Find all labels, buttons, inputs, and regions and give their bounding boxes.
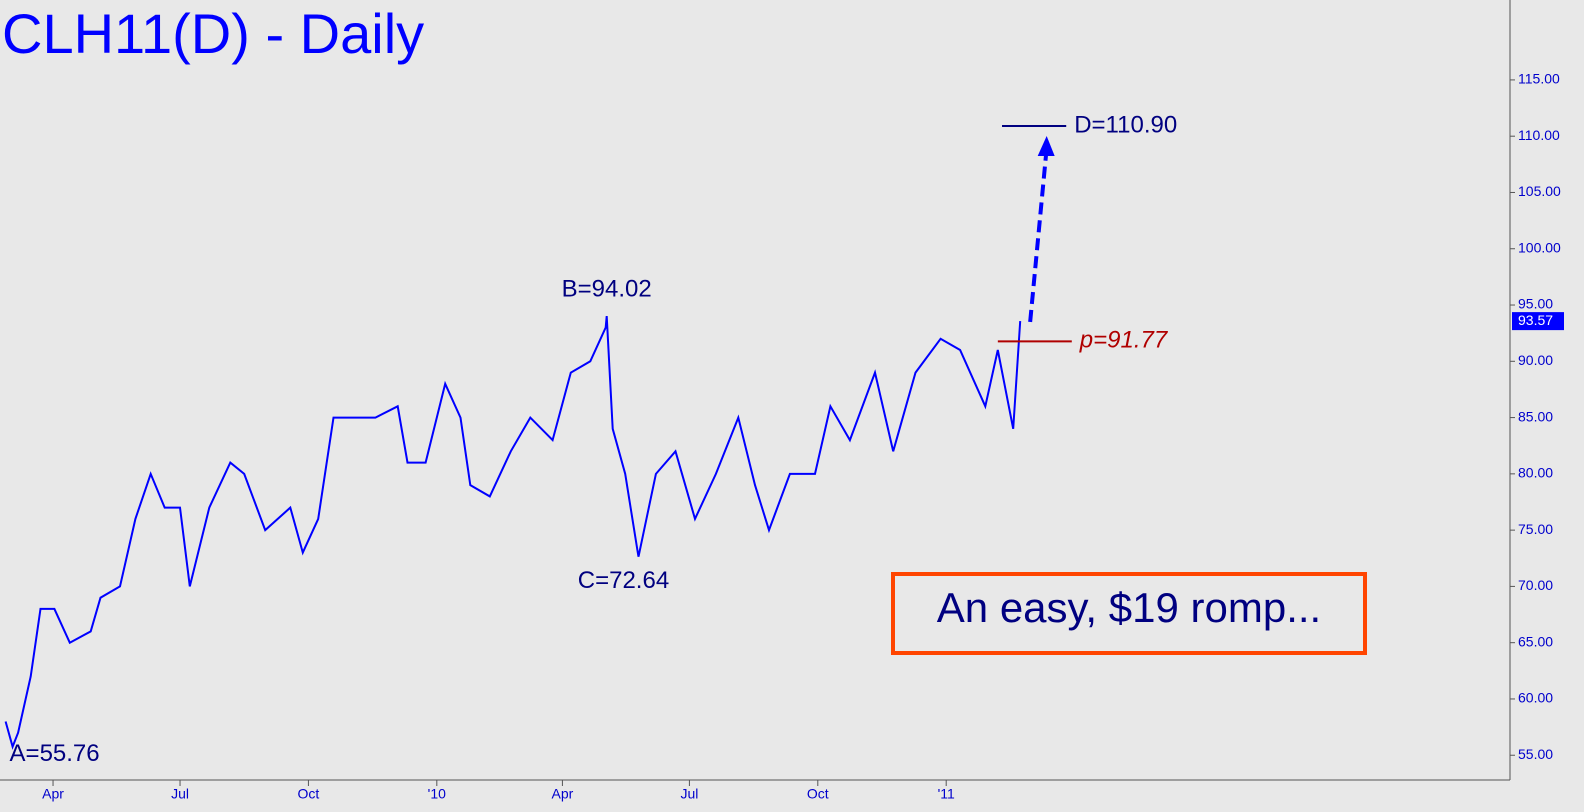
x-tick-label: Apr (42, 786, 64, 802)
y-tick-label: 105.00 (1518, 183, 1561, 199)
x-tick-label: Oct (807, 786, 829, 802)
annotation: A=55.76 (10, 740, 100, 767)
x-tick-label: Apr (552, 786, 574, 802)
y-tick-label: 110.00 (1518, 127, 1560, 143)
level-label: D=110.90 (1074, 111, 1177, 138)
x-tick-label: '11 (938, 786, 955, 802)
annotation: C=72.64 (578, 567, 669, 594)
callout-box (891, 572, 1367, 655)
y-tick-label: 55.00 (1518, 746, 1553, 762)
x-tick-label: Jul (680, 786, 698, 802)
level-label: p=91.77 (1079, 327, 1169, 354)
y-tick-label: 80.00 (1518, 465, 1553, 481)
y-tick-label: 115.00 (1518, 71, 1560, 87)
callout-text: An easy, $19 romp... (937, 584, 1321, 631)
x-tick-label: '10 (428, 786, 446, 802)
x-tick-label: Jul (171, 786, 189, 802)
annotation: B=94.02 (562, 275, 652, 302)
y-tick-label: 90.00 (1518, 352, 1553, 368)
y-tick-label: 100.00 (1518, 239, 1561, 255)
y-tick-label: 60.00 (1518, 690, 1553, 706)
last-value-box (1512, 312, 1564, 331)
x-tick-label: Oct (298, 786, 320, 802)
y-tick-label: 95.00 (1518, 296, 1553, 312)
chart-title: CLH11(D) - Daily (2, 2, 424, 65)
y-tick-label: 85.00 (1518, 408, 1553, 424)
price-line (4, 316, 1022, 750)
y-tick-label: 75.00 (1518, 521, 1553, 537)
projection-arrow (1028, 147, 1049, 323)
arrow-head (1037, 136, 1055, 157)
last-value-label: 93.57 (1518, 312, 1553, 328)
y-tick-label: 65.00 (1518, 633, 1553, 649)
y-tick-label: 70.00 (1518, 577, 1553, 593)
